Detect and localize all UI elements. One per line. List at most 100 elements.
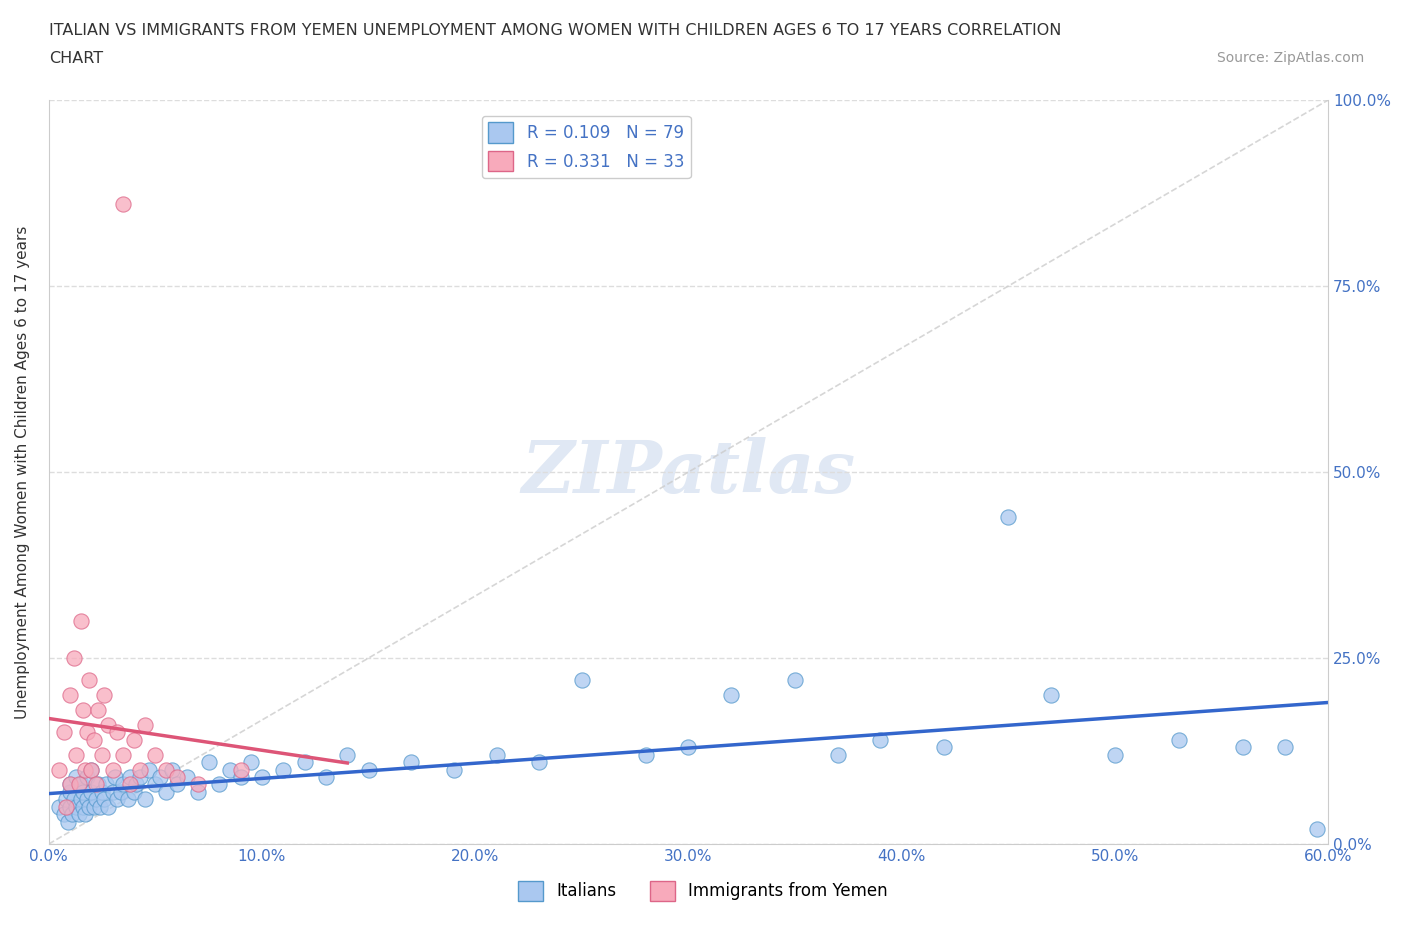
Point xyxy=(72,800,94,815)
Point xyxy=(176,770,198,785)
Legend: R = 0.109   N = 79, R = 0.331   N = 33: R = 0.109 N = 79, R = 0.331 N = 33 xyxy=(481,116,690,179)
Point xyxy=(443,763,465,777)
Point xyxy=(55,792,77,807)
Point xyxy=(77,673,100,688)
Point xyxy=(52,807,75,822)
Point xyxy=(63,651,86,666)
Point xyxy=(187,777,209,792)
Point xyxy=(73,763,96,777)
Point xyxy=(187,785,209,800)
Point xyxy=(104,770,127,785)
Legend: Italians, Immigrants from Yemen: Italians, Immigrants from Yemen xyxy=(512,874,894,908)
Point xyxy=(76,770,98,785)
Point xyxy=(105,792,128,807)
Point xyxy=(93,792,115,807)
Point xyxy=(80,763,103,777)
Point xyxy=(357,763,380,777)
Point xyxy=(122,785,145,800)
Point xyxy=(134,718,156,733)
Point xyxy=(63,792,86,807)
Point xyxy=(336,748,359,763)
Point xyxy=(149,770,172,785)
Point xyxy=(934,740,956,755)
Point xyxy=(72,785,94,800)
Point xyxy=(869,733,891,748)
Point xyxy=(91,785,114,800)
Point xyxy=(240,755,263,770)
Point xyxy=(67,807,90,822)
Point xyxy=(162,763,184,777)
Point xyxy=(678,740,700,755)
Point xyxy=(1306,822,1329,837)
Point xyxy=(101,763,124,777)
Point xyxy=(77,800,100,815)
Point xyxy=(1274,740,1296,755)
Point xyxy=(138,763,160,777)
Point xyxy=(69,792,91,807)
Point xyxy=(315,770,337,785)
Point xyxy=(166,770,188,785)
Point xyxy=(97,718,120,733)
Point xyxy=(69,614,91,629)
Point xyxy=(118,770,141,785)
Point xyxy=(155,763,177,777)
Point xyxy=(67,777,90,792)
Point xyxy=(112,748,135,763)
Point xyxy=(84,777,107,792)
Text: Source: ZipAtlas.com: Source: ZipAtlas.com xyxy=(1216,51,1364,65)
Point xyxy=(55,800,77,815)
Point xyxy=(87,703,110,718)
Point xyxy=(59,777,82,792)
Point xyxy=(271,763,294,777)
Point xyxy=(83,733,105,748)
Point xyxy=(110,785,132,800)
Point xyxy=(155,785,177,800)
Point xyxy=(59,688,82,703)
Point xyxy=(125,777,148,792)
Point xyxy=(118,777,141,792)
Point xyxy=(65,770,87,785)
Point xyxy=(145,748,167,763)
Point xyxy=(80,785,103,800)
Point xyxy=(112,197,135,212)
Point xyxy=(219,763,242,777)
Point xyxy=(1167,733,1189,748)
Point xyxy=(59,785,82,800)
Point xyxy=(122,733,145,748)
Point xyxy=(65,748,87,763)
Point xyxy=(229,763,252,777)
Point xyxy=(96,777,118,792)
Point xyxy=(59,800,82,815)
Point xyxy=(145,777,167,792)
Point xyxy=(720,688,742,703)
Point xyxy=(117,792,139,807)
Point xyxy=(294,755,316,770)
Point xyxy=(89,800,111,815)
Point xyxy=(1232,740,1254,755)
Point xyxy=(105,725,128,740)
Point xyxy=(56,815,79,830)
Point xyxy=(76,725,98,740)
Point xyxy=(101,785,124,800)
Point xyxy=(634,748,657,763)
Point xyxy=(129,763,152,777)
Y-axis label: Unemployment Among Women with Children Ages 6 to 17 years: Unemployment Among Women with Children A… xyxy=(15,225,30,719)
Point xyxy=(208,777,231,792)
Text: ITALIAN VS IMMIGRANTS FROM YEMEN UNEMPLOYMENT AMONG WOMEN WITH CHILDREN AGES 6 T: ITALIAN VS IMMIGRANTS FROM YEMEN UNEMPLO… xyxy=(49,23,1062,38)
Point xyxy=(48,763,70,777)
Point xyxy=(52,725,75,740)
Point xyxy=(166,777,188,792)
Point xyxy=(65,800,87,815)
Point xyxy=(84,792,107,807)
Point xyxy=(485,748,508,763)
Point xyxy=(129,770,152,785)
Point xyxy=(93,688,115,703)
Point xyxy=(80,763,103,777)
Point xyxy=(59,777,82,792)
Point xyxy=(229,770,252,785)
Point xyxy=(48,800,70,815)
Point xyxy=(1104,748,1126,763)
Point xyxy=(97,800,120,815)
Point xyxy=(134,792,156,807)
Point xyxy=(73,807,96,822)
